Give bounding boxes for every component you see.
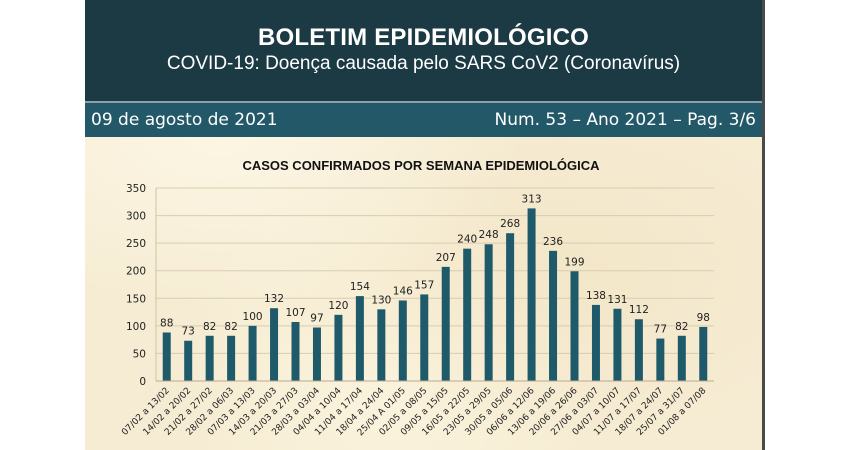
- data-label: 100: [243, 311, 263, 323]
- bulletin-header: BOLETIM EPIDEMIOLÓGICO COVID-19: Doença …: [85, 0, 762, 101]
- data-label: 132: [264, 293, 284, 305]
- bar: [506, 233, 515, 381]
- bar: [227, 335, 236, 381]
- data-label: 88: [160, 317, 173, 329]
- bar: [377, 309, 386, 381]
- data-label: 98: [697, 312, 710, 324]
- gridlines: [156, 187, 714, 354]
- bulletin-title: BOLETIM EPIDEMIOLÓGICO: [257, 24, 590, 51]
- y-tick-label: 50: [133, 348, 146, 360]
- chart-title: CASOS CONFIRMADOS POR SEMANA EPIDEMIOLÓG…: [242, 158, 600, 173]
- bar: [270, 308, 279, 381]
- y-tick-label: 350: [126, 183, 146, 195]
- data-label: 157: [414, 279, 434, 291]
- y-tick-label: 0: [139, 376, 146, 388]
- bulletin-date: 09 de agosto de 2021: [91, 110, 278, 130]
- bar: [634, 319, 643, 381]
- data-label: 207: [436, 252, 456, 264]
- bar: [248, 325, 257, 381]
- bar: [355, 296, 364, 381]
- bar: [570, 271, 579, 381]
- data-label: 146: [393, 285, 413, 297]
- bar: [656, 338, 665, 381]
- bar: [677, 335, 686, 381]
- header-divider: [85, 101, 762, 103]
- data-label: 154: [350, 281, 370, 293]
- y-tick-label: 150: [126, 293, 146, 305]
- data-label: 120: [328, 300, 348, 312]
- data-label: 130: [371, 294, 391, 306]
- y-axis-ticks: 0 50 100 150 200 250 300 350: [126, 183, 146, 388]
- bar-chart: CASOS CONFIRMADOS POR SEMANA EPIDEMIOLÓG…: [120, 158, 714, 438]
- data-label: 248: [479, 229, 499, 241]
- bars: [162, 208, 708, 381]
- bar: [291, 321, 300, 381]
- page-edge: [762, 0, 765, 450]
- bar: [184, 340, 193, 381]
- y-tick-label: 100: [126, 321, 146, 333]
- data-label: 313: [522, 193, 542, 205]
- bar: [334, 314, 343, 381]
- bar: [312, 327, 321, 381]
- data-label: 82: [224, 321, 237, 333]
- data-label: 236: [543, 236, 563, 248]
- data-label: 73: [182, 326, 195, 338]
- bar: [162, 332, 171, 381]
- data-label: 107: [285, 307, 305, 319]
- bulletin-page: BOLETIM EPIDEMIOLÓGICO COVID-19: Doença …: [85, 0, 762, 450]
- data-label: 268: [500, 218, 520, 230]
- bulletin-subtitle: COVID-19: Doença causada pelo SARS CoV2 …: [166, 53, 681, 74]
- y-tick-label: 300: [126, 211, 146, 223]
- data-label: 131: [607, 294, 627, 306]
- data-label: 97: [310, 313, 323, 325]
- bar: [613, 308, 622, 381]
- bulletin-issue: Num. 53 – Ano 2021 – Pag. 3/6: [494, 110, 756, 130]
- bar: [549, 250, 558, 381]
- bar: [699, 326, 708, 381]
- data-label: 82: [203, 321, 216, 333]
- bar: [463, 248, 472, 381]
- data-label: 112: [629, 304, 649, 316]
- bar: [205, 335, 214, 381]
- bar: [527, 208, 536, 381]
- bar: [484, 244, 493, 381]
- info-band: 09 de agosto de 2021 Num. 53 – Ano 2021 …: [85, 103, 762, 137]
- data-label: 82: [675, 321, 688, 333]
- data-label: 138: [586, 290, 606, 302]
- data-label: 77: [654, 324, 667, 336]
- bar: [398, 300, 407, 381]
- bar: [591, 304, 600, 381]
- y-tick-label: 200: [126, 266, 146, 278]
- data-label: 199: [564, 256, 584, 268]
- data-label: 240: [457, 234, 477, 246]
- y-tick-label: 250: [126, 238, 146, 250]
- bar: [420, 294, 429, 381]
- bar: [441, 266, 450, 381]
